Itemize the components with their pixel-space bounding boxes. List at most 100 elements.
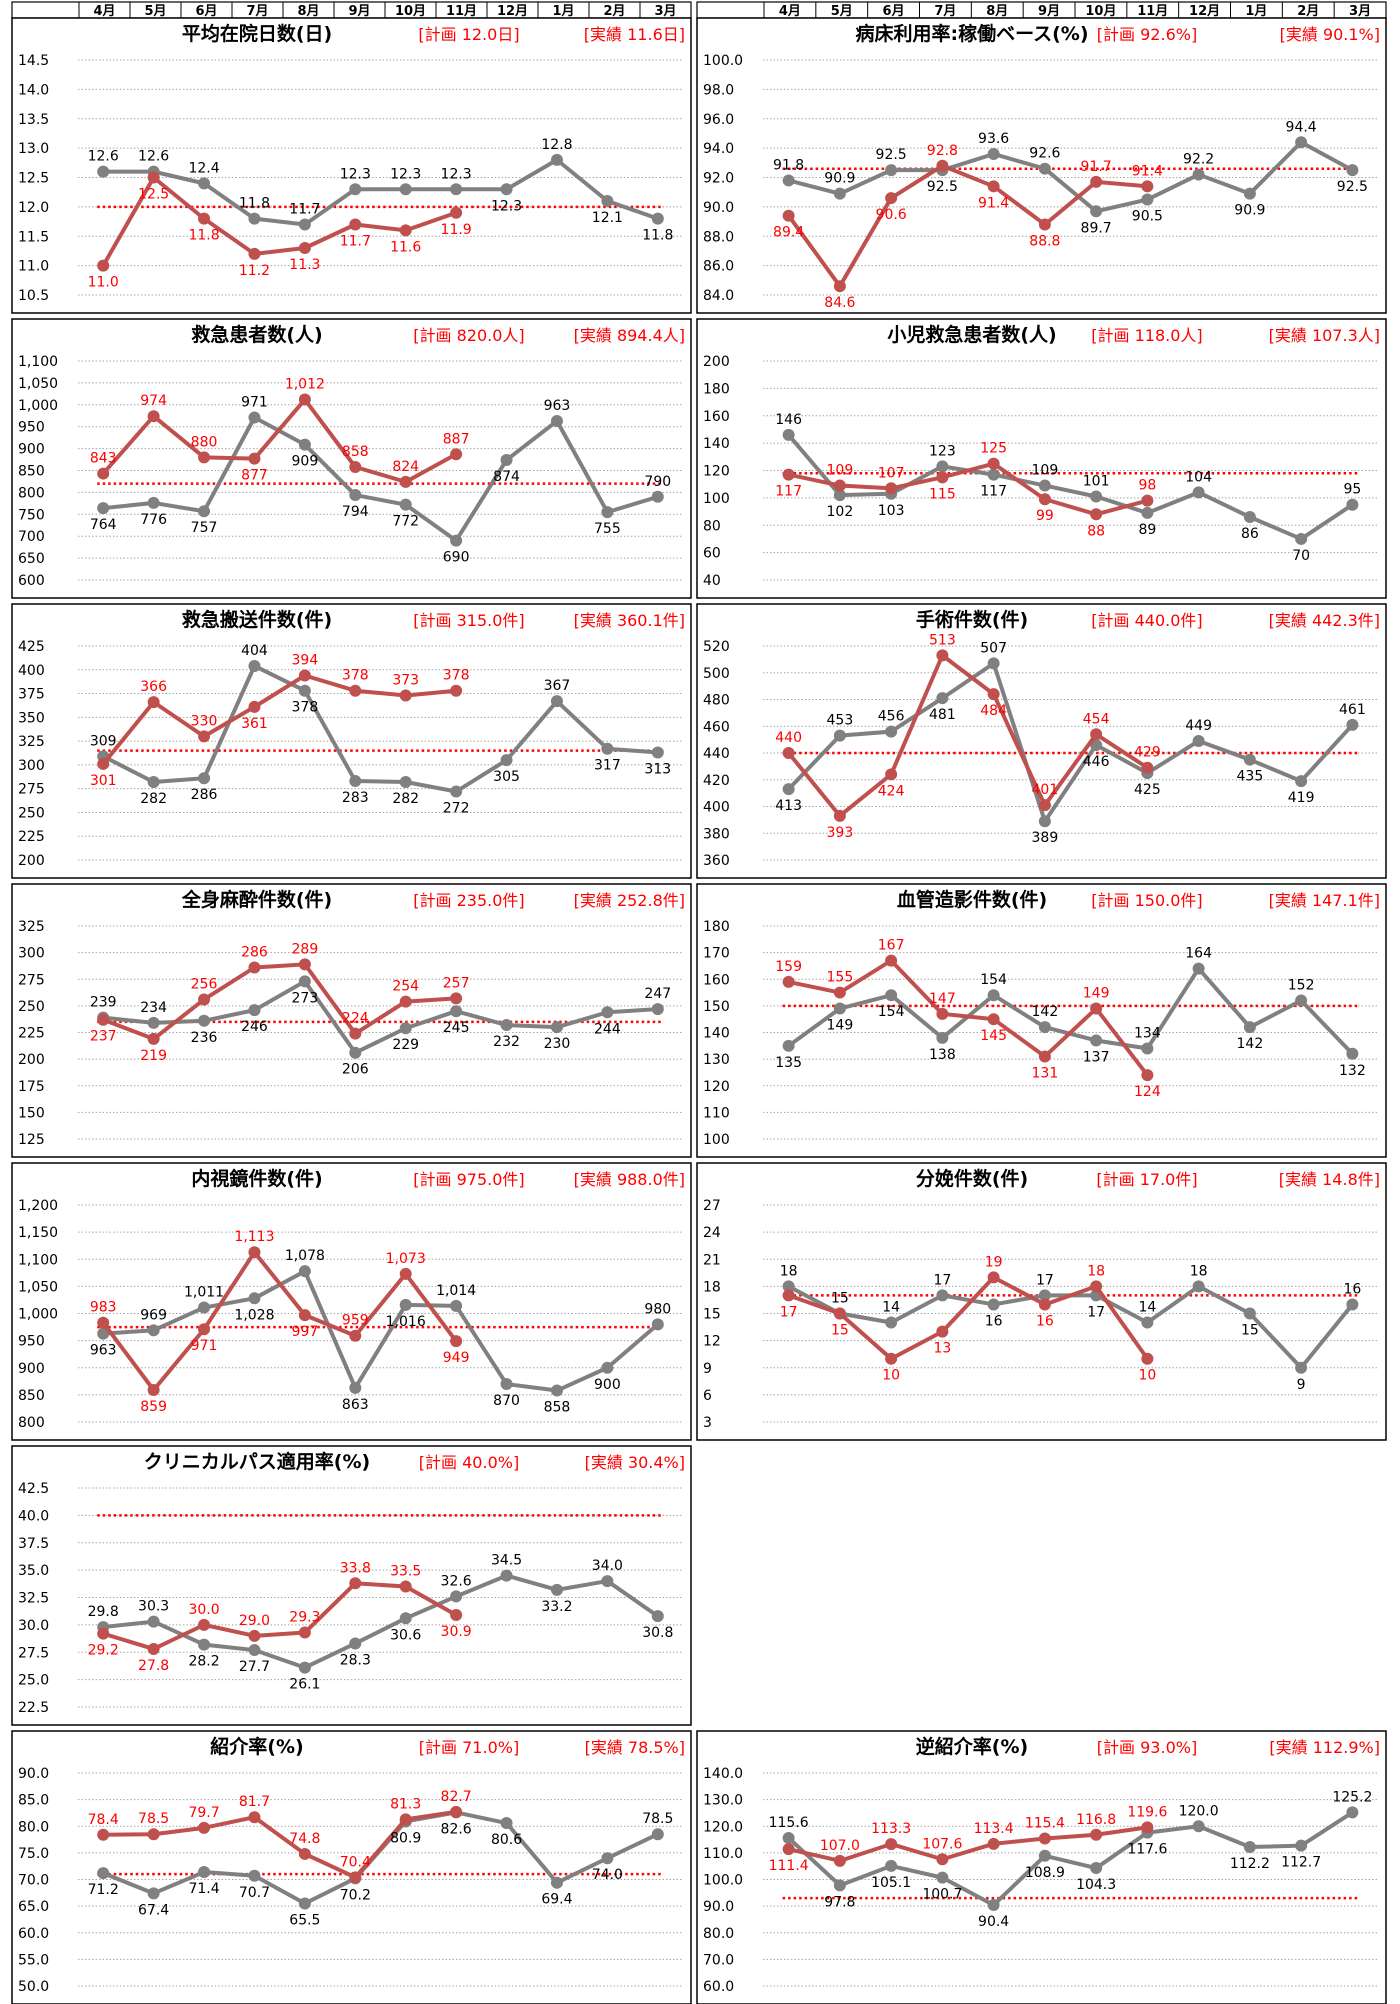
actual-data-label: 11.0 [88,275,119,291]
y-tick-label: 175 [18,1079,45,1095]
y-tick-label: 11.0 [18,259,49,275]
actual-data-point [97,757,110,770]
prev-data-point [550,695,563,708]
actual-data-point [97,1316,110,1329]
actual-data-point [349,684,362,697]
y-tick-label: 140 [703,1026,730,1042]
prev-data-point [550,1583,563,1596]
chart-title: 紹介率(%) [210,1735,303,1758]
prev-data-point [298,218,311,231]
prev-data-point [198,772,211,785]
plan-label: [計画 315.0件] [413,611,524,630]
actual-data-label: 237 [90,1029,117,1045]
y-tick-label: 92.0 [703,171,734,187]
actual-data-point [1090,508,1103,521]
actual-series-line [787,163,1148,289]
actual-data-point [1038,1298,1051,1311]
prev-data-point [399,498,412,511]
prev-data-point [298,684,311,697]
actual-series-line [788,958,1149,1077]
prev-data-point [1295,1839,1308,1852]
prev-data-point [1090,490,1103,503]
y-tick-label: 40 [703,573,721,589]
actual-data-point [248,1629,261,1642]
y-tick-label: 250 [18,805,45,821]
prev-data-label: 34.0 [592,1558,623,1574]
prev-data-label: 70.7 [239,1885,270,1901]
y-tick-label: 130 [703,1052,730,1068]
prev-data-point [248,659,261,672]
actual-data-label: 99 [1036,508,1054,524]
prev-data-label: 102 [827,504,854,520]
prev-data-point [550,1021,563,1034]
actual-data-label: 159 [775,959,802,975]
prev-data-label: 65.5 [289,1912,320,1928]
plan-label: [計画 17.0件] [1096,1170,1197,1189]
prev-data-label: 690 [443,550,470,566]
y-tick-label: 50.0 [18,1979,49,1995]
prev-data-label: 89.7 [1081,220,1112,236]
prev-data-point [97,1867,110,1880]
prev-data-label: 30.8 [642,1625,673,1641]
actual-data-label: 10 [1138,1368,1156,1384]
prev-data-label: 134 [1134,1025,1161,1041]
y-tick-label: 14.0 [18,82,49,98]
actual-data-point [782,209,795,222]
prev-data-point [1192,962,1205,975]
actual-data-label: 301 [90,773,117,789]
actual-data-label: 19 [985,1254,1003,1270]
prev-data-point [97,502,110,515]
prev-data-point [500,1019,513,1032]
prev-data-label: 244 [594,1021,621,1037]
y-tick-label: 900 [18,442,45,458]
prev-data-label: 71.4 [188,1881,219,1897]
actual-data-point [298,958,311,971]
prev-data-label: 30.6 [390,1627,421,1643]
prev-data-point [1243,1307,1256,1320]
prev-data-label: 92.5 [1337,179,1368,195]
actual-data-label: 424 [878,783,905,799]
prev-data-label: 149 [827,1018,854,1034]
actual-data-label: 224 [342,1011,369,1027]
prev-data-point [399,1022,412,1035]
prev-data-point [782,1280,795,1293]
actual-data-label: 378 [443,668,470,684]
chart-title: 救急搬送件数(件) [182,608,332,631]
prev-data-label: 245 [443,1020,470,1036]
prev-data-label: 97.8 [824,1894,855,1910]
chart-panel: 病床利用率:稼働ベース(%) [計画 92.6%] [実績 90.1%] 84.0 86… [696,17,1387,314]
actual-data-point [987,1013,1000,1026]
chart-title: 分娩件数(件) [916,1167,1028,1190]
actual-data-label: 90.6 [876,207,907,223]
actual-data-label: 843 [90,451,117,467]
prev-data-label: 456 [878,709,905,725]
prev-data-point [198,1866,211,1879]
month-header-cell: 5月 [831,4,853,19]
prev-data-label: 757 [191,520,218,536]
prev-series-line [787,433,1354,541]
actual-data-label: 393 [827,825,854,841]
prev-data-point [298,1897,311,1910]
prev-data-label: 12.1 [592,210,623,226]
y-tick-label: 100 [703,1132,730,1148]
actual-data-label: 33.8 [340,1560,371,1576]
month-header-cell: 9月 [1038,4,1060,19]
prev-data-label: 969 [140,1307,167,1323]
prev-data-point [298,1265,311,1278]
prev-data-label: 229 [392,1037,419,1053]
prev-data-label: 239 [90,995,117,1011]
actual-data-point [248,247,261,260]
prev-data-point [1346,1806,1359,1819]
prev-series-line [788,140,1354,214]
prev-data-point [450,183,463,196]
prev-data-label: 971 [241,395,268,411]
y-tick-label: 30.0 [18,1618,49,1634]
prev-data-point [1346,718,1359,731]
prev-data-label: 317 [594,758,621,774]
y-tick-label: 300 [18,946,45,962]
actual-data-label: 78.5 [138,1811,169,1827]
prev-data-point [1295,775,1308,788]
y-tick-label: 12.5 [18,171,49,187]
y-tick-label: 12 [703,1334,721,1350]
actual-data-label: 877 [241,468,268,484]
